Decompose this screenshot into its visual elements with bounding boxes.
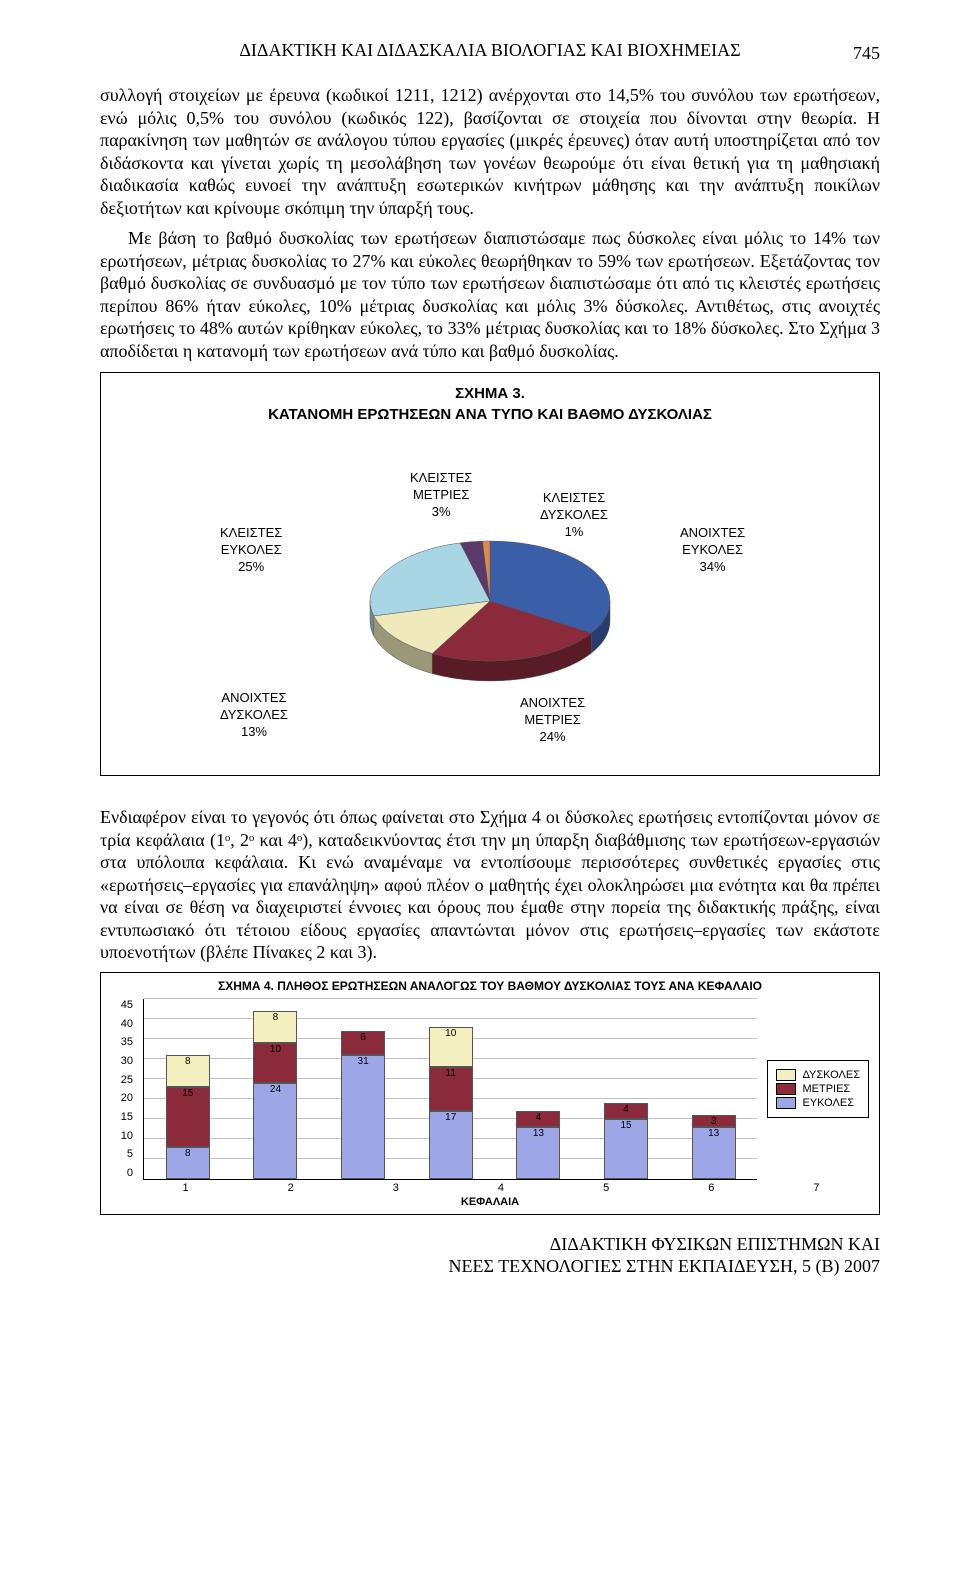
chart3-container: ΣΧΗΜΑ 3. ΚΑΤΑΝΟΜΗ ΕΡΩΤΗΣΕΩΝ ΑΝΑ ΤΥΠΟ ΚΑΙ… [100,372,880,776]
pie-label: ΚΛΕΙΣΤΕΣΕΥΚΟΛΕΣ25% [220,525,282,576]
legend-swatch [776,1069,796,1081]
ytick: 10 [111,1130,133,1142]
bar-column: 154 [604,1103,648,1179]
ytick: 40 [111,1018,133,1030]
page-footer: ΔΙΔΑΚΤΙΚΗ ΦΥΣΙΚΩΝ ΕΠΙΣΤΗΜΩΝ ΚΑΙ ΝΕΕΣ ΤΕΧ… [100,1233,880,1278]
bar-segment-medium: 3 [692,1115,736,1127]
legend-label: ΔΥΣΚΟΛΕΣ [802,1069,860,1081]
legend-swatch [776,1083,796,1095]
bar-segment-hard: 10 [429,1027,473,1067]
xtick: 6 [689,1182,733,1194]
xtick: 5 [584,1182,628,1194]
ytick: 25 [111,1074,133,1086]
bar-segment-easy: 31 [341,1055,385,1179]
xtick: 3 [374,1182,418,1194]
chart3-title-line2: ΚΑΤΑΝΟΜΗ ΕΡΩΤΗΣΕΩΝ ΑΝΑ ΤΥΠΟ ΚΑΙ ΒΑΘΜΟ ΔΥ… [268,406,712,423]
pie-label: ΑΝΟΙΧΤΕΣΜΕΤΡΙΕΣ24% [520,695,585,746]
footer-line1: ΔΙΔΑΚΤΙΚΗ ΦΥΣΙΚΩΝ ΕΠΙΣΤΗΜΩΝ ΚΑΙ [550,1234,880,1254]
bar-segment-medium: 4 [604,1103,648,1119]
chart3-plot: ΑΝΟΙΧΤΕΣΕΥΚΟΛΕΣ34% ΑΝΟΙΧΤΕΣΜΕΤΡΙΕΣ24% ΑΝΟΙ… [140,435,840,755]
legend-row: ΔΥΣΚΟΛΕΣ [776,1069,860,1081]
ytick: 45 [111,999,133,1011]
xtick: 1 [164,1182,208,1194]
bar-column: 8158 [166,1055,210,1179]
pie-svg [330,516,650,706]
legend-row: ΕΥΚΟΛΕΣ [776,1097,860,1109]
bar-segment-medium: 11 [429,1067,473,1111]
bar-segment-easy: 17 [429,1111,473,1179]
bar-segment-easy: 24 [253,1083,297,1179]
pie-label: ΚΛΕΙΣΤΕΣΜΕΤΡΙΕΣ3% [410,470,472,521]
chart3-title-line1: ΣΧΗΜΑ 3. [455,385,525,402]
bar-segment-medium: 6 [341,1031,385,1055]
bar-segment-easy: 15 [604,1119,648,1179]
ytick: 35 [111,1036,133,1048]
bar-segment-easy: 13 [516,1127,560,1179]
legend-label: ΕΥΚΟΛΕΣ [802,1097,854,1109]
bar-segment-easy: 8 [166,1147,210,1179]
bar-column: 316 [341,1031,385,1179]
bar-segment-hard: 8 [166,1055,210,1087]
chart4-title: ΣΧΗΜΑ 4. ΠΛΗΘΟΣ ΕΡΩΤΗΣΕΩΝ ΑΝΑΛΟΓΩΣ ΤΟΥ Β… [111,979,869,993]
ytick: 30 [111,1055,133,1067]
pie-label: ΑΝΟΙΧΤΕΣΕΥΚΟΛΕΣ34% [680,525,745,576]
paragraph-3: Ενδιαφέρον είναι το γεγονός ότι όπως φαί… [100,806,880,964]
page: ΔΙΔΑΚΤΙΚΗ ΚΑΙ ΔΙΔΑΣΚΑΛΙΑ ΒΙΟΛΟΓΙΑΣ ΚΑΙ Β… [0,0,960,1308]
xtick: 7 [794,1182,838,1194]
bar-segment-hard: 8 [253,1011,297,1043]
ytick: 5 [111,1148,133,1160]
pie-label: ΚΛΕΙΣΤΕΣΔΥΣΚΟΛΕΣ1% [540,490,608,541]
bar-segment-medium: 10 [253,1043,297,1083]
xtick: 4 [479,1182,523,1194]
bar-segment-medium: 4 [516,1111,560,1127]
legend-label: ΜΕΤΡΙΕΣ [802,1083,850,1095]
paragraph-1: συλλογή στοιχείων με έρευνα (κωδικοί 121… [100,84,880,219]
chart4-yaxis: 0 5 10 15 20 25 30 35 40 45 [111,999,133,1179]
bar-column: 133 [692,1115,736,1179]
ytick: 15 [111,1111,133,1123]
bar-segment-medium: 15 [166,1087,210,1147]
ytick: 20 [111,1092,133,1104]
chart4-xlabel: ΚΕΦΑΛΑΙΑ [111,1196,869,1208]
legend-swatch [776,1097,796,1109]
bar-segment-easy: 13 [692,1127,736,1179]
paragraph-2: Με βάση το βαθμό δυσκολίας των ερωτήσεων… [100,227,880,362]
bar-column: 171110 [429,1027,473,1179]
chart4-plot: 815824108316171110134154133 [143,999,757,1180]
ytick: 0 [111,1167,133,1179]
footer-line2: ΝΕΕΣ ΤΕΧΝΟΛΟΓΙΕΣ ΣΤΗΝ ΕΚΠΑΙΔΕΥΣΗ, 5 (Β) … [449,1256,880,1276]
bar-column: 24108 [253,1011,297,1179]
legend-row: ΜΕΤΡΙΕΣ [776,1083,860,1095]
chart3-title: ΣΧΗΜΑ 3. ΚΑΤΑΝΟΜΗ ΕΡΩΤΗΣΕΩΝ ΑΝΑ ΤΥΠΟ ΚΑΙ… [121,383,859,425]
bar-column: 134 [516,1111,560,1179]
chart4-legend: ΔΥΣΚΟΛΕΣ ΜΕΤΡΙΕΣ ΕΥΚΟΛΕΣ [767,1060,869,1118]
chart4-container: ΣΧΗΜΑ 4. ΠΛΗΘΟΣ ΕΡΩΤΗΣΕΩΝ ΑΝΑΛΟΓΩΣ ΤΟΥ Β… [100,972,880,1215]
pie-label: ΑΝΟΙΧΤΕΣΔΥΣΚΟΛΕΣ13% [220,690,288,741]
chart4-xaxis: 1 2 3 4 5 6 7 [133,1182,869,1194]
xtick: 2 [269,1182,313,1194]
